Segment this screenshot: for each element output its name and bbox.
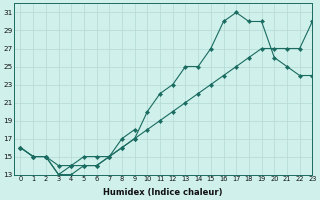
X-axis label: Humidex (Indice chaleur): Humidex (Indice chaleur)	[103, 188, 223, 197]
